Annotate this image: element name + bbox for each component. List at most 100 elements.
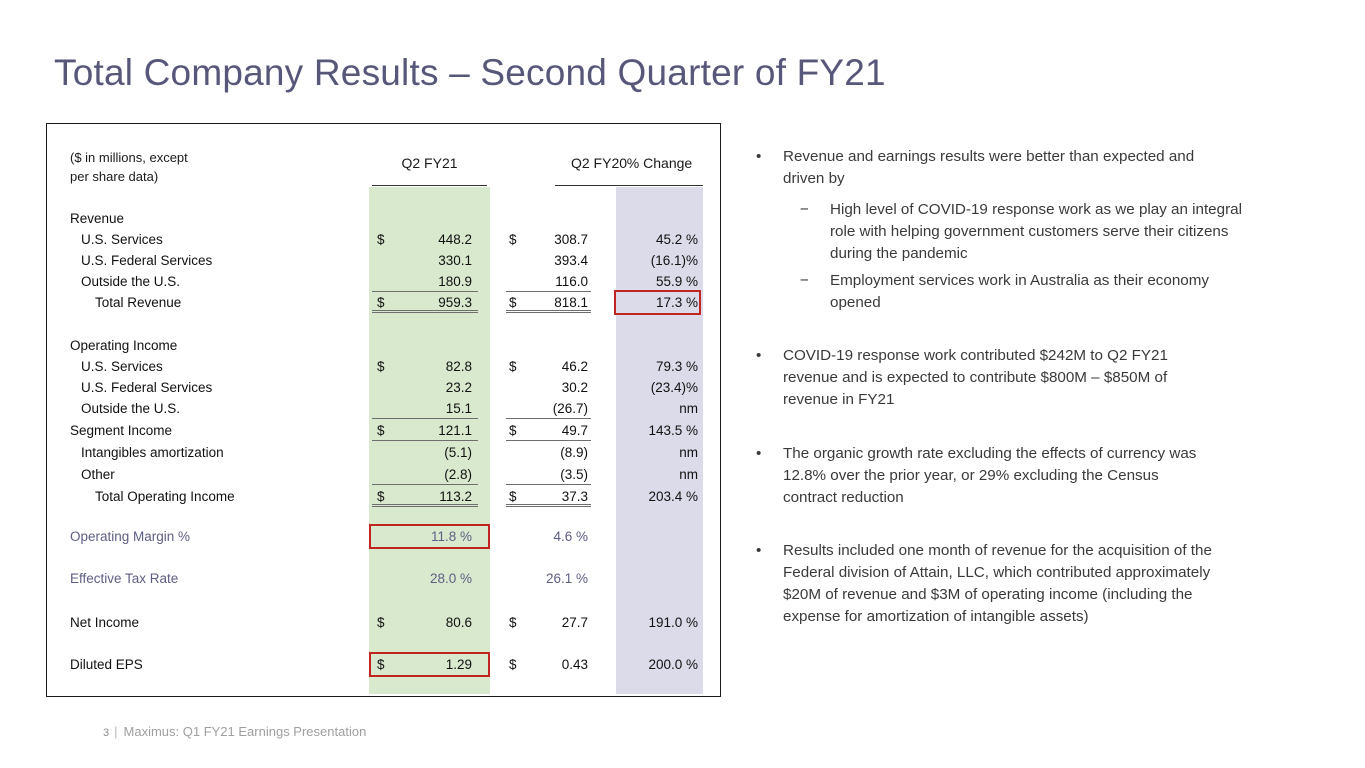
bullet-text: The organic growth rate excluding the ef… xyxy=(783,445,1197,506)
bullet-marker-icon: − xyxy=(800,272,809,289)
value-q2fy20 xyxy=(509,208,588,229)
table-row: Operating Income xyxy=(47,335,720,356)
row-label: Outside the U.S. xyxy=(81,274,181,289)
cell-pct-change: 45.2 % xyxy=(655,232,698,247)
dollar-sign: $ xyxy=(377,657,385,672)
cell-q2fy20: $ 46.2 xyxy=(504,356,596,377)
row-label: U.S. Federal Services xyxy=(81,380,213,395)
row-label: Effective Tax Rate xyxy=(70,571,179,586)
cell-pct-change: (16.1)% xyxy=(650,253,698,268)
value-q2fy21: 448.2 xyxy=(438,232,472,247)
table-row: Net Income $ 80.6 $ 27.7 191.0 % xyxy=(47,612,720,633)
bullet-item: • Results included one month of revenue … xyxy=(752,540,1312,628)
table-row: Intangibles amortization (5.1) (8.9) nm xyxy=(47,442,720,463)
table-row: Total Revenue $ 959.3 $ 818.1 17.3 % xyxy=(47,290,720,315)
cell-q2fy20: (3.5) xyxy=(504,464,596,485)
table-units-note-line1: ($ in millions, except xyxy=(70,150,188,165)
cell-q2fy21: $ 1.29 xyxy=(369,652,490,677)
value-q2fy20: 308.7 xyxy=(554,232,588,247)
table-row: Other (2.8) (3.5) nm xyxy=(47,464,720,485)
cell-q2fy21: $ 80.6 xyxy=(369,612,490,633)
cell-q2fy20: 4.6 % xyxy=(504,526,596,547)
dollar-sign: $ xyxy=(509,295,517,310)
cell-q2fy21: $ 82.8 xyxy=(369,356,490,377)
cell-q2fy20: 116.0 xyxy=(504,271,596,292)
dollar-sign: $ xyxy=(509,489,517,504)
cell-q2fy20: 26.1 % xyxy=(504,568,596,589)
financial-table-rows: Revenue U.S. Services $ 448.2 xyxy=(47,208,720,677)
row-label: U.S. Services xyxy=(81,232,163,247)
cell-q2fy20 xyxy=(504,208,596,229)
row-label: Operating Margin % xyxy=(70,529,191,544)
column-header-q2fy21: Q2 FY21 xyxy=(372,155,487,186)
table-units-note-line2: per share data) xyxy=(70,169,159,184)
row-label: Total Operating Income xyxy=(95,489,235,504)
bullet-text: Employment services work in Australia as… xyxy=(830,272,1209,311)
cell-q2fy21: $ 113.2 xyxy=(369,486,490,507)
cell-q2fy20: $ 818.1 xyxy=(504,292,596,313)
table-row: Operating Margin % 11.8 % 4.6 % xyxy=(47,524,720,549)
bullet-text: High level of COVID-19 response work as … xyxy=(830,201,1242,262)
table-header: ($ in millions, except per share data) Q… xyxy=(47,124,720,187)
dollar-sign: $ xyxy=(377,232,385,247)
value-q2fy21: 121.1 xyxy=(438,423,472,438)
table-row: Diluted EPS $ 1.29 $ 0.43 200.0 % xyxy=(47,652,720,677)
value-q2fy20: 46.2 xyxy=(561,359,588,374)
cell-pct-change xyxy=(614,526,701,547)
row-label: Total Revenue xyxy=(95,295,182,310)
cell-q2fy20: $ 308.7 xyxy=(504,229,596,250)
table-row: U.S. Federal Services 23.2 30.2 (23.4)% xyxy=(47,377,720,398)
value-q2fy20: 818.1 xyxy=(554,295,588,310)
value-q2fy21: 1.29 xyxy=(445,657,472,672)
cell-q2fy20: 393.4 xyxy=(504,250,596,271)
dollar-sign: $ xyxy=(509,657,517,672)
slide-footer: 3 | Maximus: Q1 FY21 Earnings Presentation xyxy=(103,724,366,739)
value-q2fy21: 11.8 % xyxy=(430,529,472,544)
cell-q2fy20: 30.2 xyxy=(504,377,596,398)
cell-pct-change xyxy=(614,568,701,589)
cell-pct-change: 191.0 % xyxy=(648,615,698,630)
value-q2fy21: (5.1) xyxy=(444,445,472,460)
dollar-sign: $ xyxy=(377,359,385,374)
cell-q2fy21: (2.8) xyxy=(369,464,490,485)
slide-title: Total Company Results – Second Quarter o… xyxy=(54,52,886,93)
value-q2fy20: 26.1 % xyxy=(545,571,588,586)
value-q2fy20: 4.6 % xyxy=(553,529,588,544)
bullet-marker-icon: • xyxy=(756,148,762,165)
bullet-item: − High level of COVID-19 response work a… xyxy=(752,199,1312,265)
value-q2fy21: (2.8) xyxy=(444,467,472,482)
value-q2fy20: (8.9) xyxy=(560,445,588,460)
bullet-text: COVID-19 response work contributed $242M… xyxy=(783,347,1168,408)
bullet-text: Revenue and earnings results were better… xyxy=(783,148,1195,187)
dollar-sign: $ xyxy=(509,359,517,374)
row-label: Outside the U.S. xyxy=(81,401,181,416)
cell-q2fy21: 23.2 xyxy=(369,377,490,398)
table-row: Revenue xyxy=(47,208,720,229)
value-q2fy20: 49.7 xyxy=(561,423,588,438)
table-row: Effective Tax Rate 28.0 % 26.1 % xyxy=(47,568,720,589)
value-q2fy21: 23.2 xyxy=(445,380,472,395)
value-q2fy21: 80.6 xyxy=(445,615,472,630)
value-q2fy21: 330.1 xyxy=(438,253,472,268)
cell-q2fy20: $ 37.3 xyxy=(504,486,596,507)
table-row: U.S. Services $ 448.2 $ 308.7 45.2 % xyxy=(47,229,720,250)
row-label: Revenue xyxy=(70,211,125,226)
cell-q2fy20: $ 27.7 xyxy=(504,612,596,633)
financial-table: ($ in millions, except per share data) Q… xyxy=(46,123,721,697)
bullet-item: • COVID-19 response work contributed $24… xyxy=(752,345,1312,411)
cell-pct-change xyxy=(614,208,701,229)
value-q2fy21 xyxy=(377,208,472,229)
cell-q2fy21: 28.0 % xyxy=(369,568,490,589)
dollar-sign: $ xyxy=(377,615,385,630)
table-row: U.S. Federal Services 330.1 393.4 (16.1)… xyxy=(47,250,720,271)
cell-q2fy20: (26.7) xyxy=(504,398,596,419)
cell-q2fy21: $ 959.3 xyxy=(369,292,490,313)
dollar-sign: $ xyxy=(377,423,385,438)
table-row: Segment Income $ 121.1 $ 49.7 143.5 % xyxy=(47,420,720,441)
cell-pct-change: 17.3 % xyxy=(614,290,701,315)
bullet-marker-icon: • xyxy=(756,542,762,559)
value-q2fy21: 180.9 xyxy=(438,274,472,289)
cell-q2fy20: $ 0.43 xyxy=(504,654,596,675)
cell-pct-change: nm xyxy=(679,401,698,416)
